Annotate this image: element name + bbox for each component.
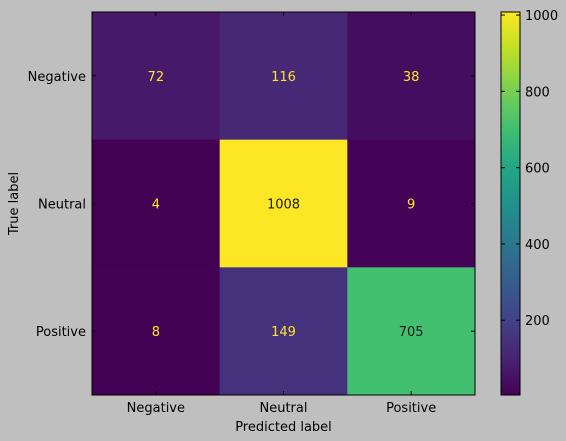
cell-value-label: 116	[271, 70, 296, 85]
heatmap-cell	[219, 139, 348, 268]
cell-value-label: 149	[271, 325, 296, 340]
y-axis-ticks: Negative Neutral Positive	[28, 70, 475, 340]
y-tick-label: Negative	[28, 70, 86, 85]
colorbar-ticks: 200 400 600 800 1000	[501, 9, 558, 329]
x-axis-label: Predicted label	[235, 420, 332, 435]
cell-value-label: 9	[407, 198, 415, 213]
colorbar	[500, 11, 521, 396]
x-tick-label: Negative	[127, 401, 185, 416]
cell-value-label: 4	[152, 198, 160, 213]
heatmap-cell	[92, 267, 221, 396]
heatmap-cell	[219, 12, 348, 141]
colorbar-tick-label: 400	[525, 238, 550, 253]
colorbar-tick-label: 600	[525, 162, 550, 177]
heatmap-cell	[347, 267, 476, 396]
y-tick-label: Positive	[36, 325, 86, 340]
cell-value-label: 1008	[267, 198, 300, 213]
heatmap-cell	[347, 139, 476, 268]
cell-value-label: 72	[148, 70, 165, 85]
heatmap-cell	[92, 12, 221, 141]
heatmap-cell	[92, 139, 221, 268]
colorbar-tick-label: 1000	[525, 9, 558, 24]
y-axis-label: True label	[7, 172, 22, 236]
cell-value-label: 8	[152, 325, 160, 340]
x-tick-label: Positive	[386, 401, 436, 416]
heatmap-cells	[92, 12, 476, 396]
y-tick-label: Neutral	[38, 198, 86, 213]
cell-value-label: 38	[403, 70, 420, 85]
cell-value-labels: 72 116 38 4 1008 9 8 149 705	[148, 70, 424, 340]
heatmap-cell	[347, 12, 476, 141]
x-axis-ticks: Negative Neutral Positive	[127, 12, 436, 416]
heatmap-cell	[219, 267, 348, 396]
x-tick-label: Neutral	[260, 401, 308, 416]
colorbar-tick-label: 200	[525, 314, 550, 329]
colorbar-tick-label: 800	[525, 85, 550, 100]
cell-value-label: 705	[399, 325, 424, 340]
